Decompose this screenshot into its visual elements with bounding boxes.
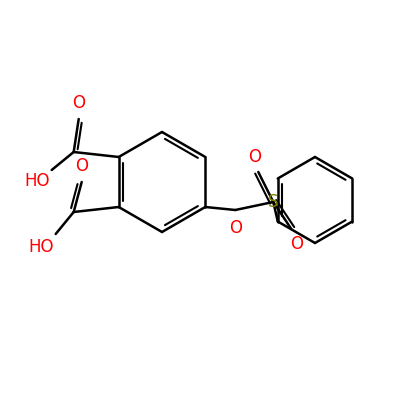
Text: HO: HO (24, 172, 50, 190)
Text: O: O (290, 235, 303, 253)
Text: O: O (72, 94, 85, 112)
Text: O: O (248, 148, 261, 166)
Text: O: O (75, 157, 88, 175)
Text: S: S (268, 193, 278, 211)
Text: O: O (229, 219, 242, 237)
Text: HO: HO (28, 238, 54, 256)
